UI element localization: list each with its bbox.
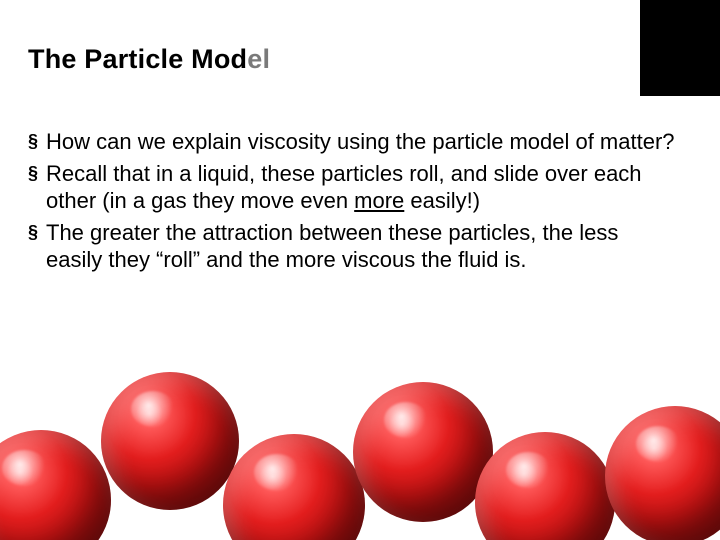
title-main: The Particle Mod — [28, 44, 247, 74]
bullet-emphasis: more — [354, 188, 404, 213]
bullet-text-prefix: Recall that in a liquid, these particles… — [46, 161, 642, 214]
particle-sphere — [605, 406, 720, 540]
bullet-item: § How can we explain viscosity using the… — [28, 128, 680, 156]
bullet-marker-icon: § — [28, 221, 38, 244]
title-faded-tail: el — [247, 44, 270, 74]
bullet-text-suffix: easily!) — [404, 188, 480, 213]
particle-sphere — [0, 430, 111, 540]
title-area: The Particle Model — [28, 44, 620, 75]
slide: The Particle Model § How can we explain … — [0, 0, 720, 540]
bullet-marker-icon: § — [28, 162, 38, 185]
accent-bar — [640, 0, 720, 96]
bullet-item: § The greater the attraction between the… — [28, 219, 680, 274]
bullet-text: How can we explain viscosity using the p… — [46, 129, 675, 154]
slide-title: The Particle Model — [28, 44, 620, 75]
bullet-item: § Recall that in a liquid, these particl… — [28, 160, 680, 215]
particle-row — [0, 340, 720, 540]
particle-sphere — [475, 432, 615, 540]
body-text: § How can we explain viscosity using the… — [28, 128, 680, 278]
particle-sphere — [223, 434, 365, 540]
particle-sphere — [101, 372, 239, 510]
bullet-text: The greater the attraction between these… — [46, 220, 618, 273]
bullet-marker-icon: § — [28, 130, 38, 153]
particle-sphere — [353, 382, 493, 522]
